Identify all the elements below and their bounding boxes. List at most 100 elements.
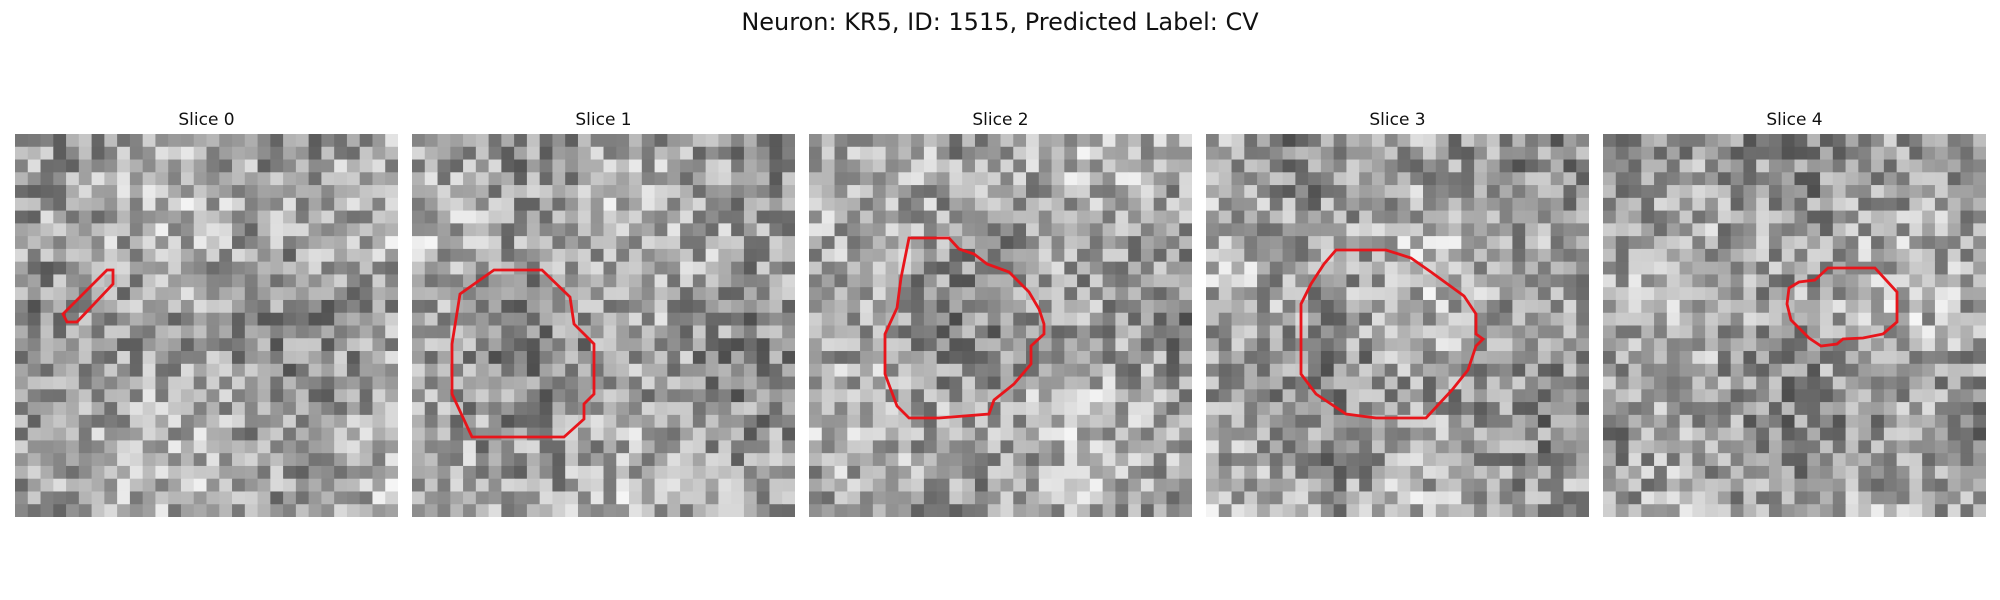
image-pixel	[1051, 185, 1065, 199]
image-pixel	[1486, 478, 1501, 492]
image-pixel	[1525, 325, 1539, 339]
image-pixel	[91, 261, 105, 275]
image-pixel	[1807, 197, 1821, 212]
image-pixel	[1807, 299, 1821, 314]
image-pixel	[372, 134, 386, 148]
image-pixel	[1423, 159, 1437, 173]
image-pixel	[1512, 223, 1526, 237]
image-pixel	[168, 465, 182, 480]
image-pixel	[1499, 440, 1513, 454]
image-pixel	[1781, 134, 1795, 148]
image-pixel	[1666, 453, 1681, 467]
image-pixel	[987, 389, 1001, 403]
image-pixel	[66, 325, 80, 339]
image-pixel	[552, 185, 566, 199]
image-pixel	[27, 478, 42, 492]
image-pixel	[244, 491, 259, 505]
image-pixel	[1525, 248, 1539, 263]
image-pixel	[1781, 402, 1795, 416]
image-pixel	[1244, 134, 1258, 148]
image-pixel	[692, 402, 707, 416]
image-pixel	[1781, 427, 1795, 441]
image-pixel	[1883, 299, 1898, 314]
image-pixel	[1089, 465, 1104, 480]
image-pixel	[1615, 414, 1630, 429]
image-pixel	[1371, 185, 1386, 199]
image-pixel	[743, 159, 758, 173]
image-pixel	[1947, 389, 1961, 403]
image-pixel	[1820, 504, 1834, 517]
image-pixel	[1320, 197, 1335, 212]
image-pixel	[629, 427, 643, 441]
image-pixel	[1525, 261, 1539, 275]
image-pixel	[885, 351, 899, 365]
image-pixel	[1410, 172, 1424, 186]
image-pixel	[1603, 491, 1617, 505]
image-pixel	[603, 491, 617, 505]
image-pixel	[1576, 325, 1589, 339]
image-pixel	[1320, 465, 1335, 480]
image-pixel	[1346, 363, 1360, 378]
image-pixel	[1960, 325, 1974, 339]
image-pixel	[1768, 210, 1783, 224]
image-pixel	[1666, 440, 1681, 454]
image-pixel	[872, 465, 887, 480]
image-pixel	[603, 236, 617, 250]
image-pixel	[1077, 185, 1091, 199]
image-pixel	[463, 363, 477, 378]
image-pixel	[1089, 146, 1104, 161]
image-pixel	[1896, 261, 1910, 275]
image-pixel	[1346, 287, 1360, 301]
image-pixel	[1525, 197, 1539, 212]
image-pixel	[1781, 363, 1795, 378]
image-pixel	[206, 287, 220, 301]
image-pixel	[412, 491, 426, 505]
image-pixel	[1486, 312, 1501, 326]
image-pixel	[885, 236, 899, 250]
image-pixel	[565, 414, 579, 429]
image-pixel	[1909, 261, 1923, 275]
image-pixel	[1768, 453, 1783, 467]
image-pixel	[898, 440, 912, 454]
image-pixel	[232, 146, 246, 161]
image-pixel	[680, 185, 694, 199]
image-pixel	[552, 389, 566, 403]
image-pixel	[206, 338, 220, 352]
image-pixel	[1244, 299, 1258, 314]
image-pixel	[692, 376, 707, 390]
image-pixel	[1692, 376, 1706, 390]
image-pixel	[936, 402, 950, 416]
image-pixel	[847, 172, 861, 186]
image-pixel	[782, 338, 795, 352]
image-pixel	[1179, 414, 1192, 429]
image-pixel	[1269, 248, 1284, 263]
image-pixel	[372, 363, 386, 378]
image-pixel	[1244, 210, 1258, 224]
image-pixel	[129, 491, 144, 505]
image-pixel	[1820, 146, 1834, 161]
image-pixel	[1231, 414, 1245, 429]
image-pixel	[232, 248, 246, 263]
image-pixel	[1474, 402, 1488, 416]
image-pixel	[1641, 440, 1655, 454]
image-pixel	[1692, 185, 1706, 199]
roi-contour	[1785, 266, 1899, 348]
image-pixel	[1947, 312, 1961, 326]
image-pixel	[1730, 376, 1744, 390]
image-pixel	[129, 453, 144, 467]
image-pixel	[692, 351, 707, 365]
image-pixel	[1013, 287, 1027, 301]
image-pixel	[1051, 312, 1065, 326]
image-pixel	[501, 248, 515, 263]
image-pixel	[565, 351, 579, 365]
image-pixel	[987, 248, 1001, 263]
image-pixel	[1679, 325, 1693, 339]
image-pixel	[1153, 491, 1167, 505]
image-pixel	[488, 325, 502, 339]
image-pixel	[654, 287, 668, 301]
image-pixel	[974, 312, 989, 326]
image-pixel	[1179, 210, 1192, 224]
image-pixel	[1845, 325, 1859, 339]
image-pixel	[1705, 287, 1719, 301]
image-pixel	[847, 312, 861, 326]
